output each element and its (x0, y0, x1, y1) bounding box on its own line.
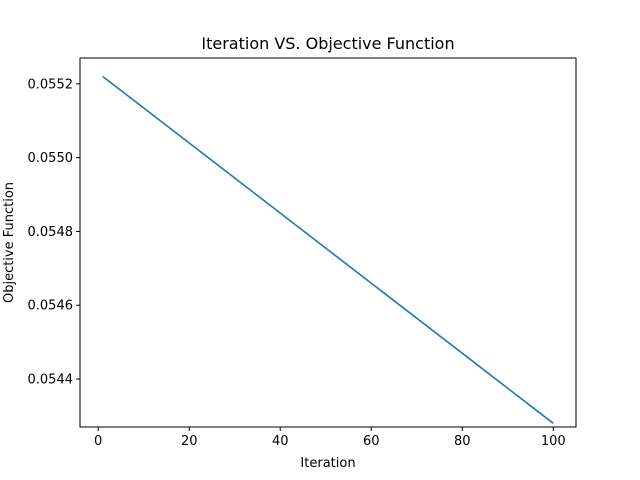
y-tick-label: 0.0552 (28, 77, 74, 92)
x-tick-label: 0 (94, 434, 102, 449)
x-axis: 0 20 40 60 80 100 (94, 427, 566, 449)
x-tick-label: 60 (363, 434, 380, 449)
x-tick-label: 100 (541, 434, 566, 449)
x-tick-label: 80 (454, 434, 471, 449)
y-tick-label: 0.0546 (28, 299, 74, 314)
y-axis: 0.0544 0.0546 0.0548 0.0550 0.0552 (28, 77, 80, 388)
x-tick-label: 20 (181, 434, 198, 449)
plot-area (102, 75, 554, 424)
y-tick-label: 0.0544 (28, 373, 74, 388)
series-line-0 (102, 75, 554, 424)
y-tick-label: 0.0548 (28, 225, 74, 240)
chart-title: Iteration VS. Objective Function (201, 34, 454, 53)
axes-frame (79, 57, 577, 428)
y-tick-label: 0.0550 (28, 151, 74, 166)
x-axis-label: Iteration (300, 456, 355, 471)
y-axis-label: Objective Function (2, 182, 17, 303)
x-tick-label: 40 (272, 434, 289, 449)
